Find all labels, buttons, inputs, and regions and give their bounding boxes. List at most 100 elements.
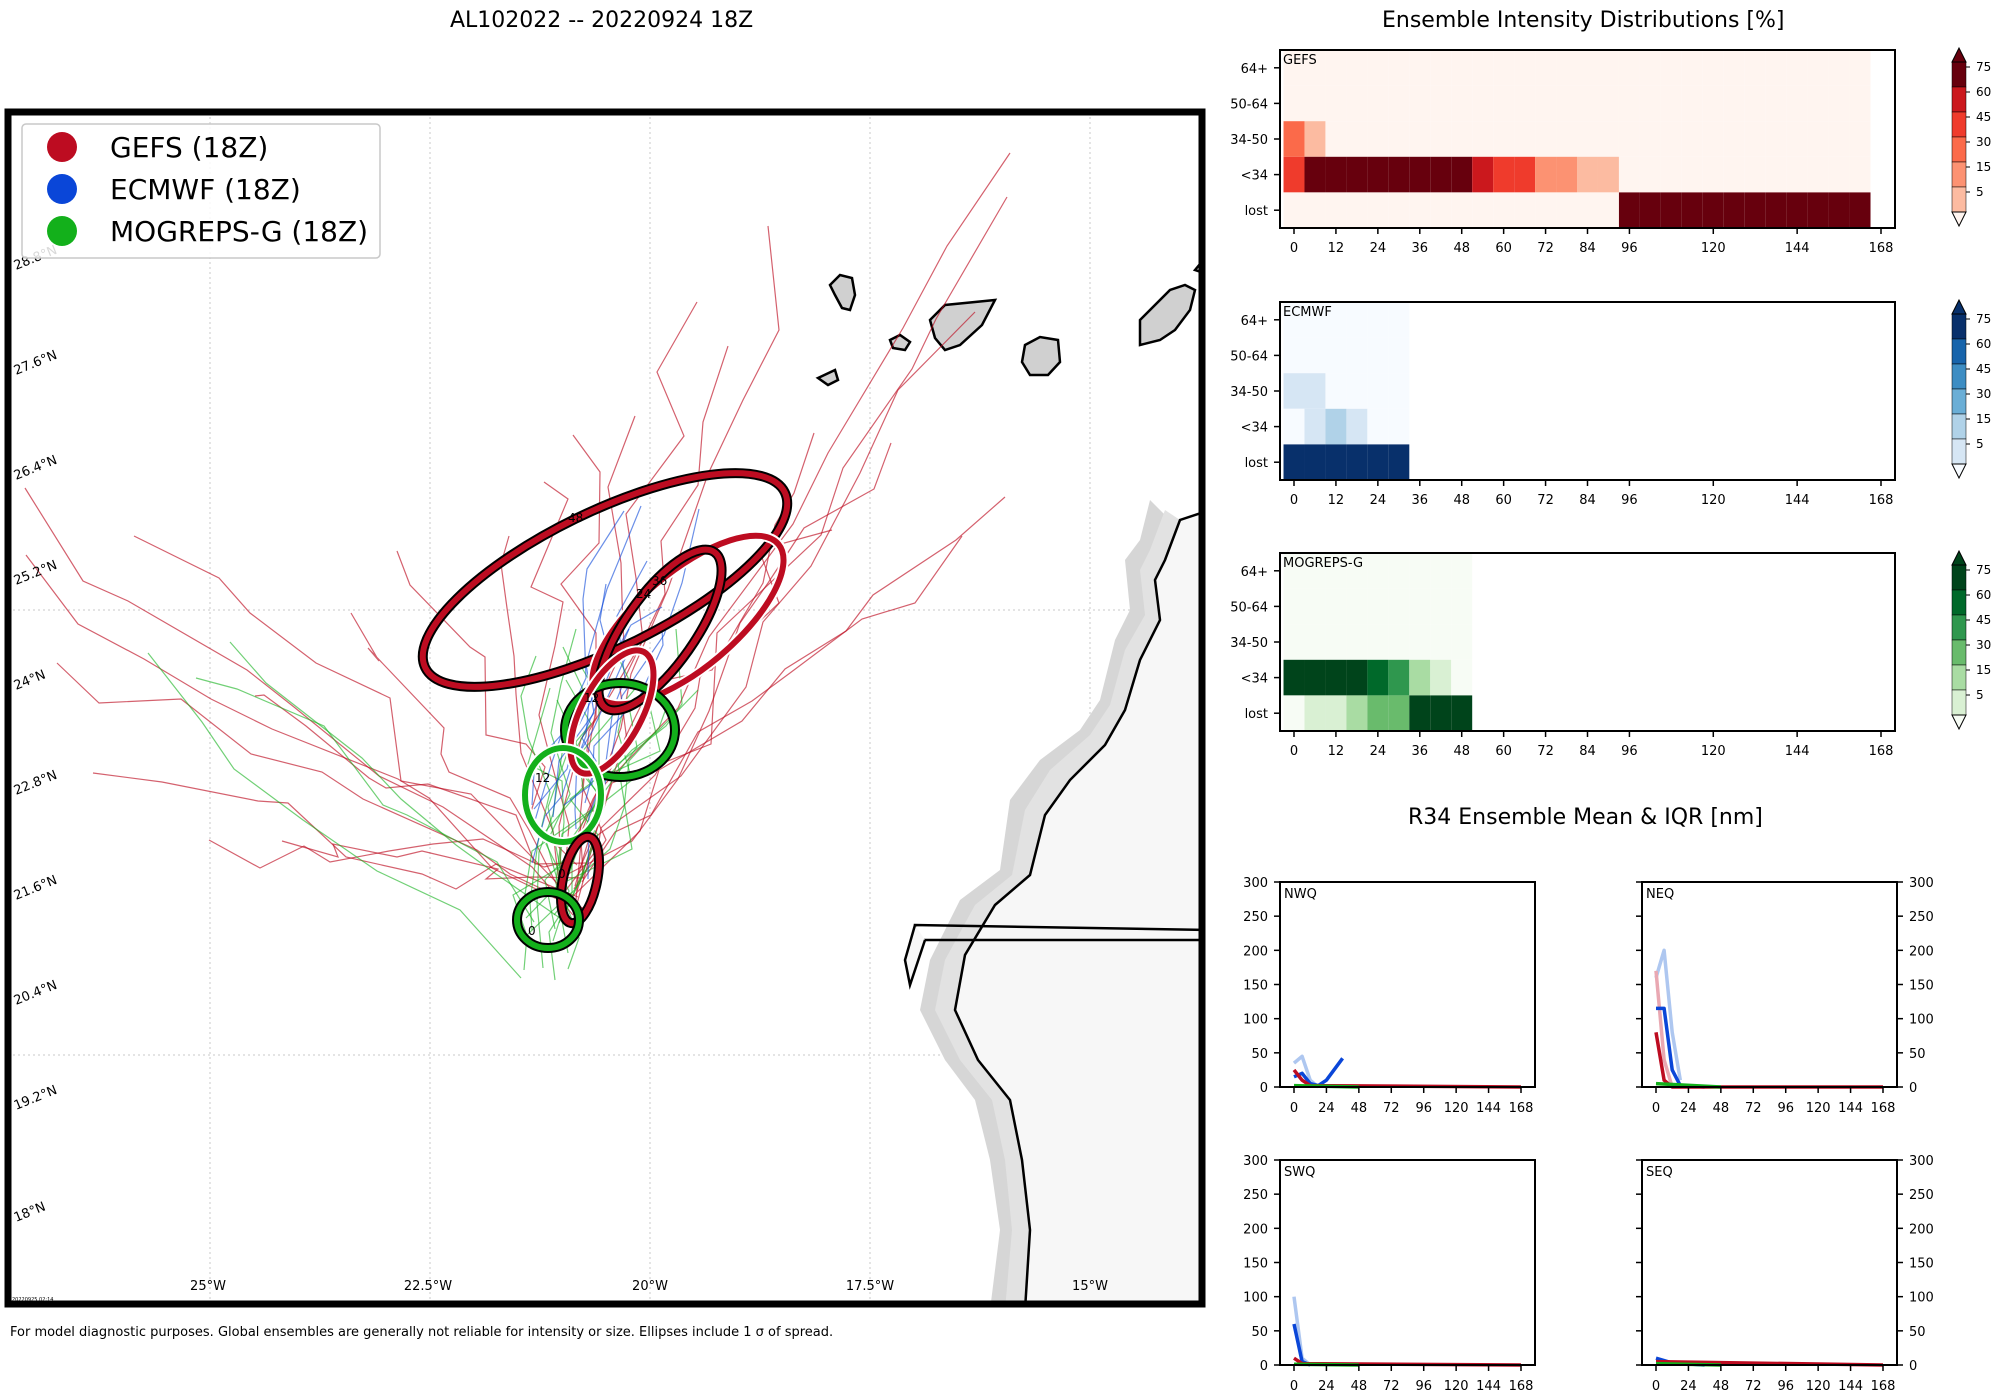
heatmap-cell — [1409, 50, 1431, 86]
heatmap-cell — [1409, 85, 1431, 122]
heatmap-cell — [1618, 156, 1640, 193]
heatmap-cell — [1409, 156, 1431, 193]
x-tick-label: 48 — [1351, 1101, 1368, 1116]
heatmap-cell — [1577, 121, 1598, 157]
heatmap-cell — [1597, 192, 1619, 228]
x-tick-label: 12 — [1328, 744, 1345, 759]
ellipse-label: 12 — [535, 771, 550, 785]
heatmap-cell — [1367, 695, 1389, 731]
x-tick-label: 168 — [1509, 1101, 1534, 1116]
heatmap-cell — [1388, 444, 1410, 480]
gefs-track — [581, 535, 963, 883]
ellipse-label: 12 — [584, 691, 599, 705]
y-tick-label: 200 — [1243, 944, 1268, 959]
heatmap-cell — [1346, 302, 1368, 338]
heatmap-cell — [1283, 373, 1305, 409]
heatmap-cell — [1388, 553, 1410, 589]
heatmap-cell — [1283, 659, 1305, 696]
x-tick-label: 36 — [1412, 241, 1429, 256]
heatmap-cell — [1639, 85, 1661, 122]
gefs-track — [25, 554, 581, 911]
heatmap-cell — [1828, 50, 1850, 86]
x-tick-label: 36 — [1412, 744, 1429, 759]
heatmap-cell — [1556, 192, 1578, 228]
heatmap-cell — [1451, 695, 1473, 731]
heatmap-cell — [1681, 192, 1703, 228]
x-tick-label: 72 — [1383, 1379, 1400, 1394]
heatmap-cell — [1723, 85, 1745, 122]
heatmap-cell — [1325, 408, 1347, 445]
x-tick-label: 12 — [1328, 493, 1345, 508]
x-tick-label: 72 — [1537, 241, 1554, 256]
heatmap-cell — [1409, 588, 1431, 625]
row-label: <34 — [1241, 169, 1268, 184]
x-tick-label: 168 — [1869, 241, 1894, 256]
heatmap-cell — [1597, 156, 1619, 193]
colorbar-segment — [1951, 589, 1967, 616]
heatmap-cell — [1472, 121, 1494, 157]
legend-label: ECMWF (18Z) — [110, 173, 301, 206]
heatmap-cell — [1430, 624, 1452, 660]
heatmap-cell — [1367, 302, 1389, 338]
heatmap-cell — [1367, 337, 1389, 374]
heatmap-cell — [1367, 553, 1389, 589]
y-tick-label: 250 — [1909, 1188, 1934, 1203]
colorbar-segment — [1951, 689, 1967, 716]
heatmap-cell — [1618, 50, 1640, 86]
y-tick-label: 50 — [1909, 1047, 1926, 1062]
mogreps-track — [512, 679, 592, 934]
heatmap-cell — [1325, 156, 1347, 193]
lon-label: 15°W — [1072, 1279, 1108, 1294]
x-tick-label: 72 — [1537, 744, 1554, 759]
heatmap-cell — [1283, 156, 1305, 193]
heatmap-cell — [1765, 156, 1787, 193]
heatmap-cell — [1765, 192, 1787, 228]
gefs-track — [558, 434, 601, 874]
gefs-ellipse-12 — [565, 645, 659, 779]
x-tick-label: 48 — [1453, 493, 1470, 508]
heatmap-cell — [1660, 121, 1682, 157]
colorbar-label: 60 — [1976, 337, 1991, 351]
gefs-track — [254, 694, 588, 865]
heatmap-cell — [1430, 121, 1452, 157]
gefs-track — [24, 487, 574, 916]
colorbar-segment — [1951, 61, 1967, 88]
heatmap-cell — [1388, 156, 1410, 193]
heatmap-cell — [1556, 50, 1578, 86]
gefs-track — [92, 772, 579, 898]
heatmap-cell — [1556, 85, 1578, 122]
heatmap-cell — [1325, 302, 1347, 338]
heatmap-cell — [1535, 85, 1557, 122]
intensity-title: Ensemble Intensity Distributions [%] — [1382, 8, 1785, 33]
heatmap-cell — [1514, 156, 1536, 193]
heatmap-cell — [1283, 50, 1305, 86]
colorbar-label: 15 — [1976, 663, 1991, 677]
heatmap-cell — [1304, 408, 1326, 445]
heatmap-cell — [1535, 121, 1557, 157]
heatmap-cell — [1849, 85, 1871, 122]
track-map[interactable]: 48 36 24 12 12 0 0 28.8°N27.6°N26.4°N25.… — [0, 0, 1210, 1320]
mogreps-ellipse-12a — [560, 678, 680, 782]
panel-background — [1642, 1160, 1897, 1365]
heatmap-cell — [1283, 588, 1305, 625]
colorbar-segment — [1951, 388, 1967, 415]
gefs-ellipse-48 — [417, 468, 793, 692]
r34-title: R34 Ensemble Mean & IQR [nm] — [1408, 805, 1763, 830]
heatmap-cell — [1430, 192, 1452, 228]
heatmap-cell — [1367, 50, 1389, 86]
legend-label: GEFS (18Z) — [110, 131, 268, 164]
heatmap-cell — [1535, 192, 1557, 228]
map-title: AL102022 -- 20220924 18Z — [450, 8, 754, 33]
heatmap-cell — [1849, 156, 1871, 193]
colorbar-label: 30 — [1976, 638, 1991, 652]
heatmap-cell — [1304, 373, 1326, 409]
x-tick-label: 96 — [1621, 744, 1638, 759]
row-label: <34 — [1241, 421, 1268, 436]
colorbar-segment — [1951, 664, 1967, 691]
heatmap-cell — [1325, 659, 1347, 696]
gefs-track — [396, 550, 578, 866]
mogreps-track — [195, 677, 535, 923]
colorbar-segment — [1951, 161, 1967, 188]
colorbar-label: 5 — [1976, 688, 1984, 702]
gefs-track — [208, 838, 571, 869]
